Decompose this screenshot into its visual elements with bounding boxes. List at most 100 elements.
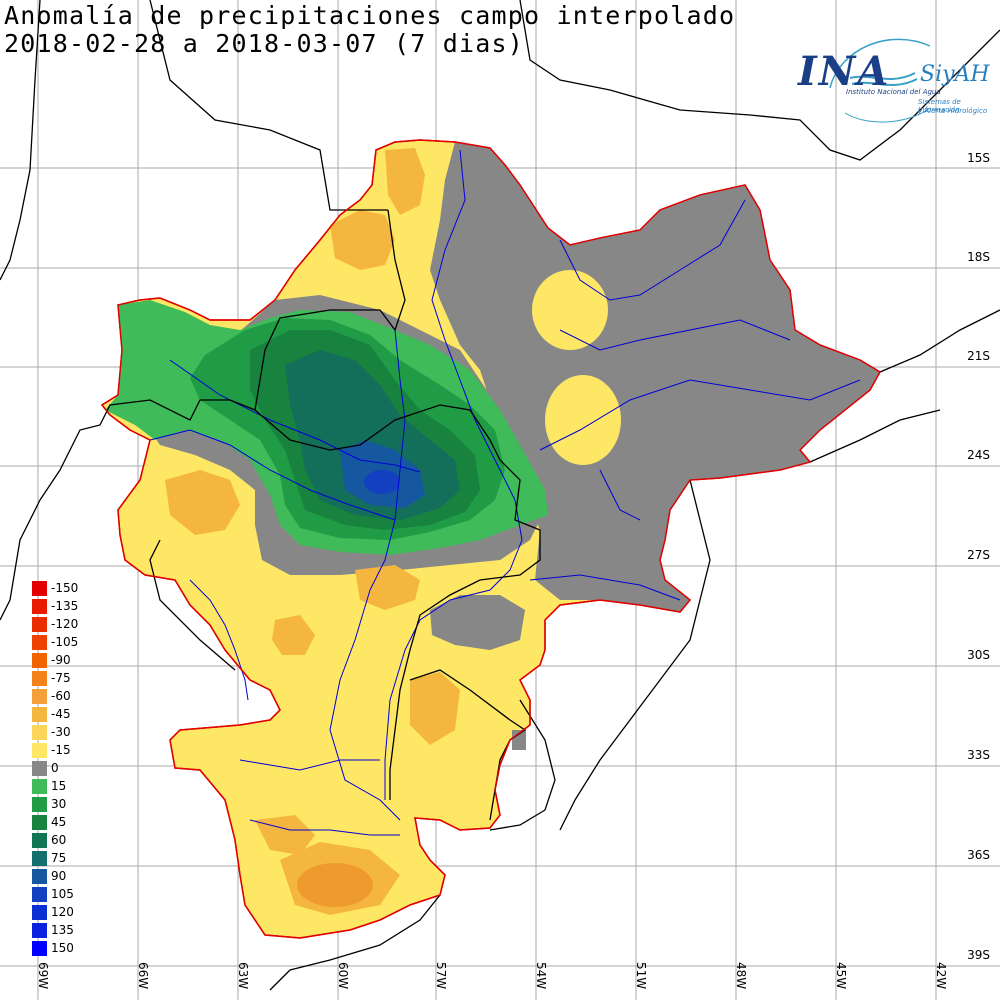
lat-label: 27S xyxy=(967,548,990,562)
legend-swatch xyxy=(32,599,47,614)
legend-item: 105 xyxy=(32,886,152,904)
legend-item: 30 xyxy=(32,796,152,814)
logo-subtitle-2: Sistemas de Información xyxy=(918,98,961,114)
legend-item: 0 xyxy=(32,760,152,778)
legend-label: -90 xyxy=(51,653,71,667)
logo-graphic xyxy=(829,38,931,123)
legend-swatch xyxy=(32,887,47,902)
legend-swatch xyxy=(32,725,47,740)
legend-swatch xyxy=(32,707,47,722)
legend-label: -75 xyxy=(51,671,71,685)
zero-anomaly-patch xyxy=(512,730,526,750)
lon-label: 57W xyxy=(434,962,448,990)
lat-label: 30S xyxy=(967,648,990,662)
legend-item: -15 xyxy=(32,742,152,760)
legend-item: -30 xyxy=(32,724,152,742)
legend-item: 90 xyxy=(32,868,152,886)
legend-label: 135 xyxy=(51,923,74,937)
legend-label: -15 xyxy=(51,743,71,757)
lat-label: 36S xyxy=(967,848,990,862)
legend-item: 45 xyxy=(32,814,152,832)
zero-anomaly-band xyxy=(430,595,525,650)
lon-label: 48W xyxy=(734,962,748,990)
dry-anomaly-region xyxy=(272,615,315,655)
legend-label: -60 xyxy=(51,689,71,703)
lat-label: 33S xyxy=(967,748,990,762)
legend-item: 60 xyxy=(32,832,152,850)
lat-label: 24S xyxy=(967,448,990,462)
legend-swatch xyxy=(32,815,47,830)
legend-swatch xyxy=(32,869,47,884)
legend-label: -30 xyxy=(51,725,71,739)
legend-label: 60 xyxy=(51,833,67,847)
legend-label: -150 xyxy=(51,581,79,595)
lat-label: 21S xyxy=(967,349,990,363)
legend-item: -120 xyxy=(32,616,152,634)
legend-swatch xyxy=(32,689,47,704)
legend-item: 150 xyxy=(32,940,152,958)
legend-label: 15 xyxy=(51,779,67,793)
legend-item: 15 xyxy=(32,778,152,796)
lat-label: 15S xyxy=(967,151,990,165)
logo-name: SiyAH xyxy=(920,62,990,87)
legend-swatch xyxy=(32,941,47,956)
legend-label: 150 xyxy=(51,941,74,955)
legend-label: -45 xyxy=(51,707,71,721)
dry-anomaly-region xyxy=(385,148,425,215)
lon-label: 42W xyxy=(934,962,948,990)
legend-swatch xyxy=(32,851,47,866)
legend-label: -135 xyxy=(51,599,79,613)
legend-item: -75 xyxy=(32,670,152,688)
legend-swatch xyxy=(32,653,47,668)
lat-label: 39S xyxy=(967,948,990,962)
legend-swatch xyxy=(32,923,47,938)
legend-item: 75 xyxy=(32,850,152,868)
lon-label: 69W xyxy=(36,962,50,990)
legend-swatch xyxy=(32,743,47,758)
dry-pocket xyxy=(532,270,608,350)
legend-swatch xyxy=(32,617,47,632)
legend-item: -45 xyxy=(32,706,152,724)
legend-item: -150 xyxy=(32,580,152,598)
legend-label: 90 xyxy=(51,869,67,883)
legend-label: 45 xyxy=(51,815,67,829)
legend-label: 75 xyxy=(51,851,67,865)
legend-swatch xyxy=(32,581,47,596)
legend-label: -105 xyxy=(51,635,79,649)
legend-item: -90 xyxy=(32,652,152,670)
lat-label: 18S xyxy=(967,250,990,264)
legend-swatch xyxy=(32,905,47,920)
legend-label: -120 xyxy=(51,617,79,631)
lon-label: 60W xyxy=(336,962,350,990)
map-title: Anomalía de precipitaciones campo interp… xyxy=(4,1,736,30)
lon-label: 51W xyxy=(634,962,648,990)
legend-swatch xyxy=(32,671,47,686)
legend-swatch xyxy=(32,797,47,812)
dry-anomaly-core xyxy=(297,863,373,907)
basin-outline xyxy=(100,139,881,939)
ina-siyah-logo: INA SiyAH Instituto Nacional del Agua Si… xyxy=(790,28,995,128)
legend-swatch xyxy=(32,779,47,794)
logo-subtitle-1: Instituto Nacional del Agua xyxy=(846,88,941,96)
dry-pocket xyxy=(545,375,621,465)
legend-item: -105 xyxy=(32,634,152,652)
lon-label: 45W xyxy=(834,962,848,990)
dry-anomaly-region xyxy=(410,672,460,745)
rivers xyxy=(149,149,861,836)
dry-anomaly-region xyxy=(165,470,240,535)
map-date-range: 2018-02-28 a 2018-03-07 (7 dias) xyxy=(4,29,525,58)
logo-mark: INA xyxy=(798,48,891,95)
legend-label: 105 xyxy=(51,887,74,901)
lon-label: 66W xyxy=(136,962,150,990)
lon-label: 63W xyxy=(236,962,250,990)
legend-item: -60 xyxy=(32,688,152,706)
legend-swatch xyxy=(32,833,47,848)
legend-label: 120 xyxy=(51,905,74,919)
legend-label: 0 xyxy=(51,761,59,775)
logo-subtitle-3: y Alerta Hidrológico xyxy=(918,107,988,115)
wet-anomaly-90 xyxy=(364,470,400,494)
legend-item: 120 xyxy=(32,904,152,922)
